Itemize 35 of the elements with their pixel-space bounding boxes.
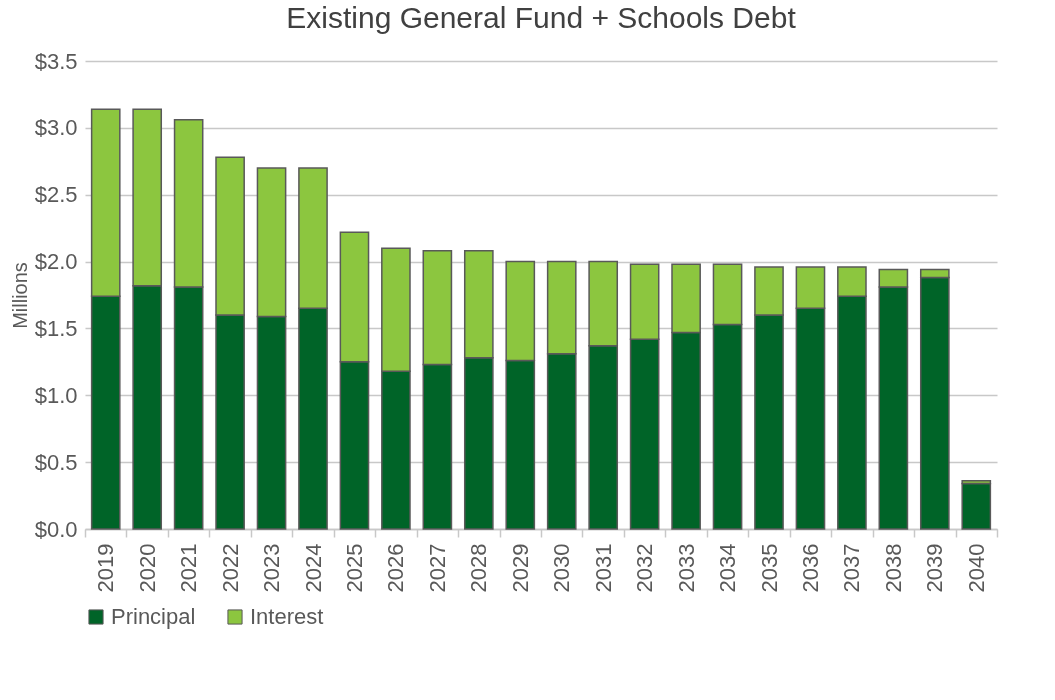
x-tick-label: 2031 [590, 543, 616, 593]
legend-label: Principal [111, 604, 196, 629]
y-tick-label: $0.5 [34, 449, 78, 475]
x-tick-label: 2027 [424, 543, 450, 593]
x-tick-label: 2039 [922, 543, 948, 593]
x-tick-label: 2025 [341, 543, 367, 593]
x-tick-label: 2038 [880, 543, 906, 593]
legend-label: Interest [250, 604, 324, 629]
x-tick-label: 2032 [632, 543, 658, 593]
bar [961, 482, 992, 530]
y-tick-label: $0.0 [34, 516, 78, 542]
x-tick-label: 2030 [549, 543, 575, 593]
x-tick-label: 2023 [259, 543, 285, 593]
x-tick-label: 2040 [963, 543, 989, 593]
x-tick-label: 2019 [93, 543, 119, 593]
x-tick-label: 2033 [673, 543, 699, 593]
y-axis-title: Millions [8, 262, 31, 329]
x-tick-label: 2029 [507, 543, 533, 593]
x-tick-label: 2035 [756, 543, 782, 593]
y-tick-label: $3.0 [34, 115, 78, 141]
x-tick-label: 2037 [839, 543, 865, 593]
y-tick-label: $2.5 [34, 182, 78, 208]
x-tick-label: 2020 [134, 543, 160, 593]
x-tick-label: 2024 [300, 543, 326, 593]
x-tick-label: 2028 [466, 543, 492, 593]
chart-title: Existing General Fund + Schools Debt [286, 1, 797, 34]
x-tick-label: 2022 [217, 543, 243, 593]
x-tick-label: 2026 [383, 543, 409, 593]
x-tick-label: 2036 [797, 543, 823, 593]
x-tick-label: 2034 [715, 543, 741, 593]
y-tick-label: $3.5 [34, 48, 78, 74]
y-tick-label: $1.5 [34, 315, 78, 341]
x-tick-label: 2021 [176, 543, 202, 593]
y-tick-label: $1.0 [34, 382, 78, 408]
y-tick-label: $2.0 [34, 249, 78, 275]
